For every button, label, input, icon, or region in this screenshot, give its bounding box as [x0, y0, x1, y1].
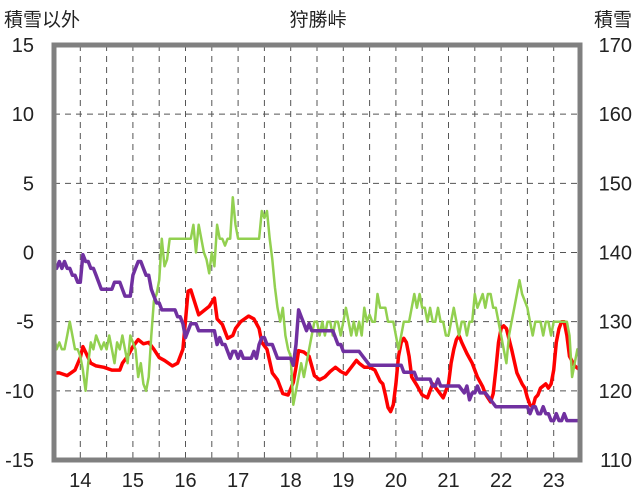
- series-line-purple: [52, 252, 582, 423]
- x-tick-label: 15: [122, 470, 144, 492]
- right-tick-label: 110: [600, 450, 632, 472]
- x-tick-label: 21: [437, 470, 459, 492]
- x-tick-label: 20: [385, 470, 407, 492]
- x-tick-label: 14: [69, 470, 91, 492]
- gridlines: [54, 45, 580, 460]
- left-tick-label: 15: [12, 35, 34, 57]
- x-tick-label: 23: [543, 470, 565, 492]
- right-tick-label: 150: [599, 173, 632, 195]
- series-line-red: [52, 288, 582, 414]
- right-tick-label: 140: [599, 243, 632, 265]
- plot-frame: [51, 42, 583, 463]
- right-tick-label: 170: [599, 35, 632, 57]
- x-tick-label: 19: [332, 470, 354, 492]
- right-tick-label: 160: [599, 104, 632, 126]
- tick-labels: 15 10 5 0 -5 -10 -15 170 160 150 140 130 120 110 14 15 1…: [5, 35, 632, 492]
- left-axis-label: 積雪以外: [4, 9, 80, 31]
- left-tick-label: -5: [16, 312, 34, 334]
- series-lines: [52, 195, 582, 423]
- right-axis-label: 積雪: [594, 9, 632, 31]
- left-tick-label: -15: [5, 450, 34, 472]
- x-tick-label: 22: [490, 470, 512, 492]
- x-tick-label: 16: [174, 470, 196, 492]
- x-tick-label: 18: [280, 470, 302, 492]
- left-tick-label: 5: [23, 173, 34, 195]
- left-tick-label: 10: [12, 104, 34, 126]
- chart-title: 狩勝峠: [289, 9, 346, 31]
- x-tick-label: 17: [227, 470, 249, 492]
- left-tick-label: -10: [5, 381, 34, 403]
- series-line-green: [52, 195, 582, 406]
- left-tick-label: 0: [23, 243, 34, 265]
- right-tick-label: 130: [599, 312, 632, 334]
- right-tick-label: 120: [599, 381, 632, 403]
